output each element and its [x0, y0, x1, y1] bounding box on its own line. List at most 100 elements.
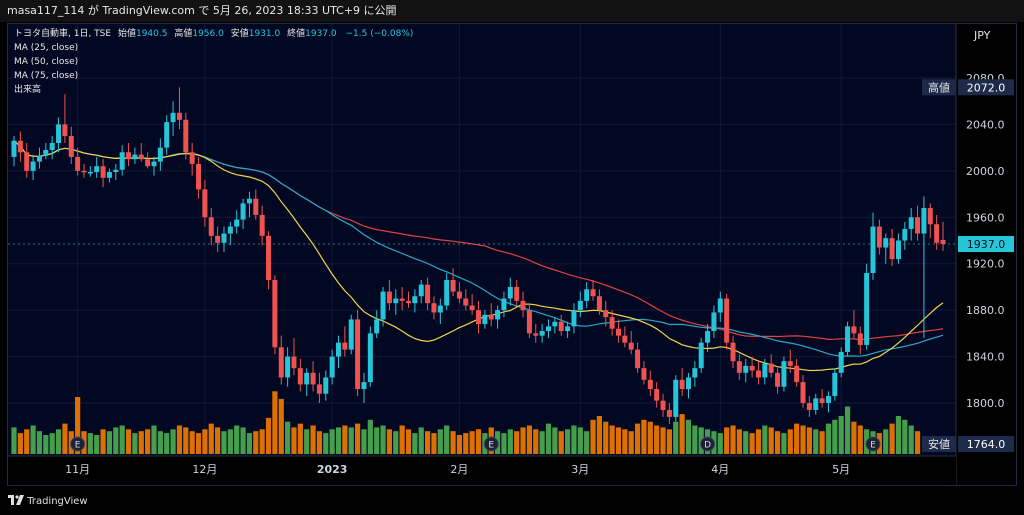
candle-body	[908, 217, 914, 229]
volume-bar	[361, 429, 367, 454]
candle-body	[584, 289, 590, 301]
candle-body	[68, 136, 74, 157]
chart-legend: トヨタ自動車, 1日, TSE 始値1940.5 高値1956.0 安値1931…	[14, 27, 413, 97]
last-price-tag-bg	[958, 235, 1014, 252]
candle-body	[514, 286, 520, 301]
candle-body	[208, 217, 214, 236]
volume-bar	[335, 427, 342, 454]
tradingview-logo[interactable]: TradingView	[8, 495, 88, 507]
volume-bar	[794, 423, 800, 454]
volume-series	[11, 391, 921, 454]
volume-bar	[323, 433, 329, 454]
ma50-legend[interactable]: MA (50, close)	[14, 57, 79, 67]
candle-body	[825, 396, 831, 403]
candle-body	[864, 273, 870, 345]
volume-bar	[692, 425, 698, 454]
price-tick-label: 2040.0	[966, 118, 1005, 131]
volume-bar	[883, 429, 889, 454]
candle-body	[138, 154, 144, 160]
volume-bar	[825, 423, 832, 454]
event-marker	[483, 436, 499, 452]
event-marker	[700, 436, 716, 452]
volume-bar	[768, 427, 774, 454]
candle-body	[762, 363, 768, 378]
volume-bar	[647, 421, 653, 454]
candle-body	[895, 240, 901, 260]
candle-body	[596, 296, 602, 311]
price-axis-bg	[956, 24, 1016, 485]
high-tag-label-bg	[922, 79, 956, 96]
last-price-tag-value: 1937.0	[967, 238, 1006, 251]
volume-bar	[564, 429, 571, 454]
volume-bar	[310, 425, 316, 454]
volume-bar	[609, 425, 615, 454]
volume-bar	[297, 423, 303, 454]
volume-bar	[539, 431, 545, 454]
candle-body	[927, 208, 933, 225]
volume-bar	[469, 431, 475, 454]
candle-body	[75, 156, 81, 171]
volume-bar	[75, 397, 81, 454]
volume-bar	[889, 423, 895, 454]
candle-body	[717, 298, 723, 313]
volume-bar	[195, 433, 202, 454]
candle-body	[495, 310, 501, 320]
volume-bar	[622, 429, 628, 454]
candle-body	[145, 159, 151, 167]
volume-bar	[138, 431, 144, 454]
ma25-legend[interactable]: MA (25, close)	[14, 43, 79, 53]
low-value: 1931.0	[248, 29, 281, 39]
volume-bar	[781, 433, 787, 454]
volume-bar	[55, 429, 62, 454]
volume-bar	[24, 429, 30, 454]
volume-bar	[654, 425, 660, 454]
volume-bar	[832, 419, 838, 454]
time-tick-label: 3月	[571, 463, 589, 476]
candle-body	[132, 154, 138, 160]
candle-body	[724, 298, 730, 343]
price-tick-label: 1960.0	[966, 211, 1005, 224]
candle-body	[838, 351, 844, 373]
candle-body	[501, 298, 507, 311]
candle-body	[215, 235, 221, 243]
candle-body	[412, 296, 418, 304]
volume-bar	[520, 427, 526, 454]
event-marker	[865, 436, 881, 452]
volume-bar	[603, 421, 609, 454]
chart-area[interactable]: E E D E JPY 1800.0 1840.0 1880.0 1920.0 1960.0 200…	[7, 23, 1017, 486]
volume-bar	[724, 427, 730, 454]
candle-body	[647, 379, 653, 390]
volume-bar	[348, 427, 354, 454]
candle-body	[749, 365, 755, 371]
candle-body	[641, 368, 647, 380]
time-tick-label: 11月	[65, 463, 90, 476]
volume-bar	[552, 427, 558, 454]
event-marker-letter: D	[704, 441, 711, 451]
volume-bar	[164, 433, 170, 454]
volume-bar	[183, 427, 189, 454]
candle-body	[151, 161, 157, 167]
candle-body	[571, 310, 577, 327]
candle-body	[164, 122, 170, 148]
candle-body	[482, 314, 488, 325]
volume-bar	[412, 433, 418, 454]
candle-body	[367, 333, 373, 383]
volume-bar	[259, 429, 265, 454]
candle-body	[730, 342, 736, 362]
candle-body	[253, 198, 259, 215]
open-label: 始値	[117, 29, 136, 39]
volume-bar	[749, 433, 755, 454]
candle-body	[297, 368, 303, 385]
ma75-legend[interactable]: MA (75, close)	[14, 71, 79, 81]
candle-body	[62, 124, 68, 137]
volume-bar	[526, 425, 533, 454]
volume-bar	[660, 427, 666, 454]
volume-bar	[157, 431, 163, 454]
low-label: 安値	[230, 29, 249, 39]
candle-body	[87, 172, 93, 174]
candle-body	[692, 368, 698, 378]
volume-legend[interactable]: 出来高	[14, 85, 42, 95]
candle-body	[889, 238, 895, 260]
candle-body	[590, 289, 596, 297]
